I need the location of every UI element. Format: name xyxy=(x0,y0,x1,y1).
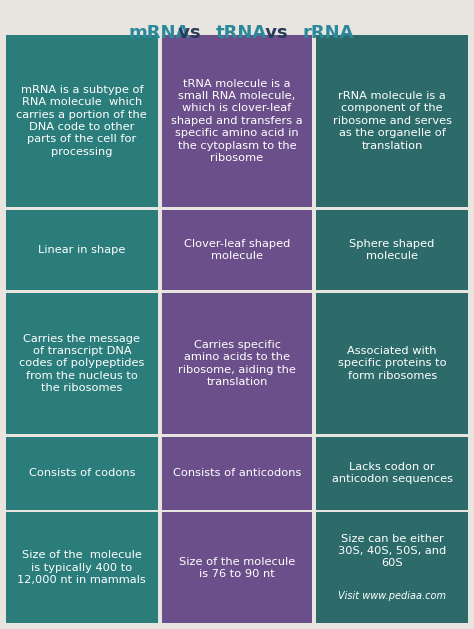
Bar xyxy=(316,209,468,290)
Bar xyxy=(316,292,468,435)
Bar xyxy=(162,292,312,435)
Text: vs: vs xyxy=(259,24,293,42)
Text: Associated with
specific proteins to
form ribosomes: Associated with specific proteins to for… xyxy=(338,346,447,381)
Text: tRNA: tRNA xyxy=(215,24,266,42)
Text: Carries the message
of transcript DNA
codes of polypeptides
from the nucleus to
: Carries the message of transcript DNA co… xyxy=(19,333,145,393)
Text: Lacks codon or
anticodon sequences: Lacks codon or anticodon sequences xyxy=(332,462,453,484)
Bar xyxy=(162,209,312,290)
Text: Size can be either
30S, 40S, 50S, and
60S: Size can be either 30S, 40S, 50S, and 60… xyxy=(338,533,447,569)
Text: Sphere shaped
molecule: Sphere shaped molecule xyxy=(349,238,435,261)
Bar xyxy=(6,292,158,435)
Bar xyxy=(6,35,158,207)
Bar xyxy=(6,437,158,509)
Bar xyxy=(162,512,312,623)
Bar xyxy=(316,437,468,509)
Text: Visit www.pediaa.com: Visit www.pediaa.com xyxy=(338,591,446,601)
Bar xyxy=(316,35,468,207)
Text: mRNA is a subtype of
RNA molecule  which
carries a portion of the
DNA code to ot: mRNA is a subtype of RNA molecule which … xyxy=(17,85,147,157)
Bar xyxy=(6,209,158,290)
Text: Size of the  molecule
is typically 400 to
12,000 nt in mammals: Size of the molecule is typically 400 to… xyxy=(18,550,146,585)
Bar xyxy=(162,35,312,207)
Text: Size of the molecule
is 76 to 90 nt: Size of the molecule is 76 to 90 nt xyxy=(179,557,295,579)
Text: mRNA: mRNA xyxy=(128,24,190,42)
Text: Carries specific
amino acids to the
ribosome, aiding the
translation: Carries specific amino acids to the ribo… xyxy=(178,340,296,387)
Text: Consists of codons: Consists of codons xyxy=(28,468,135,478)
Text: vs: vs xyxy=(172,24,207,42)
Text: Clover-leaf shaped
molecule: Clover-leaf shaped molecule xyxy=(184,238,290,261)
Text: Consists of anticodons: Consists of anticodons xyxy=(173,468,301,478)
Bar xyxy=(162,437,312,509)
Bar xyxy=(316,512,468,623)
Text: Linear in shape: Linear in shape xyxy=(38,245,126,255)
Text: rRNA: rRNA xyxy=(302,24,354,42)
Text: tRNA molecule is a
small RNA molecule,
which is clover-leaf
shaped and transfers: tRNA molecule is a small RNA molecule, w… xyxy=(171,79,303,163)
Bar xyxy=(6,512,158,623)
Text: rRNA molecule is a
component of the
ribosome and serves
as the organelle of
tran: rRNA molecule is a component of the ribo… xyxy=(333,91,452,150)
